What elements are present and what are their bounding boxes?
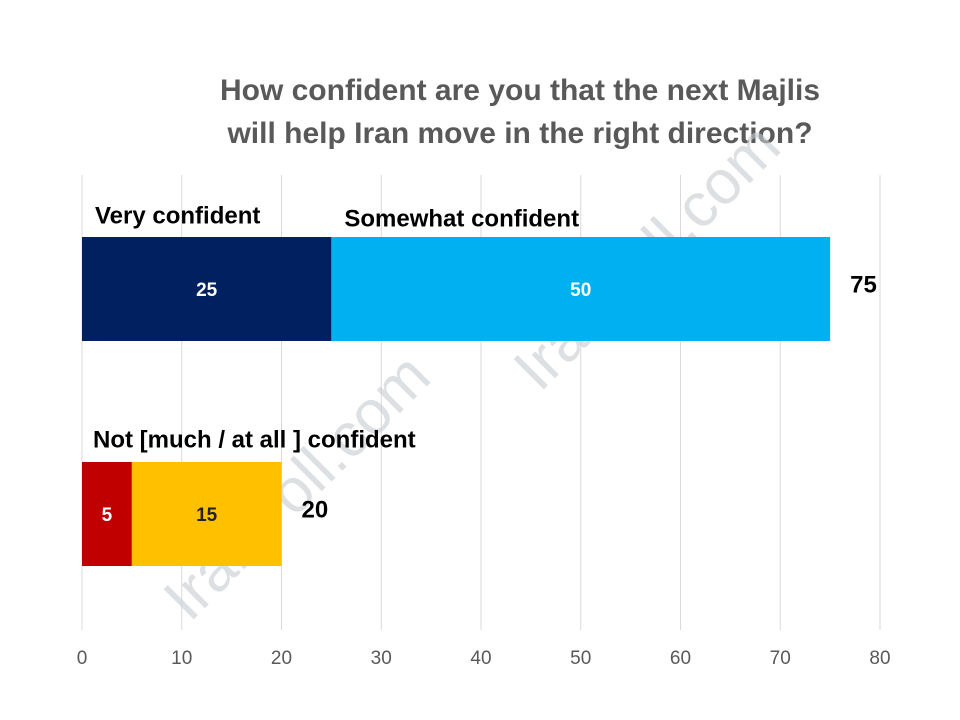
bar-segment	[82, 237, 332, 341]
total-label: 20	[302, 496, 329, 523]
bar-segment	[131, 462, 282, 566]
category-label: Not [much / at all ] confident	[93, 426, 416, 453]
x-tick-label: 80	[869, 648, 890, 669]
legend-label: Somewhat confident	[344, 205, 579, 232]
data-label: 25	[196, 280, 218, 301]
x-tick-label: 50	[570, 648, 591, 669]
bar-segment	[82, 462, 132, 566]
data-label: 15	[196, 505, 218, 526]
x-tick-label: 70	[770, 648, 791, 669]
x-tick-label: 40	[470, 648, 491, 669]
legend-label: Very confident	[95, 202, 260, 229]
x-tick-label: 20	[271, 648, 292, 669]
x-tick-label: 0	[77, 648, 88, 669]
chart-title: will help Iran move in the right directi…	[226, 117, 812, 150]
bar-segment	[331, 237, 831, 341]
total-label: 75	[850, 271, 877, 298]
x-tick-label: 60	[670, 648, 691, 669]
x-tick-label: 30	[371, 648, 392, 669]
x-tick-label: 10	[171, 648, 192, 669]
chart-title: How confident are you that the next Majl…	[220, 74, 820, 107]
data-label: 50	[570, 280, 591, 301]
data-label: 5	[102, 505, 113, 526]
